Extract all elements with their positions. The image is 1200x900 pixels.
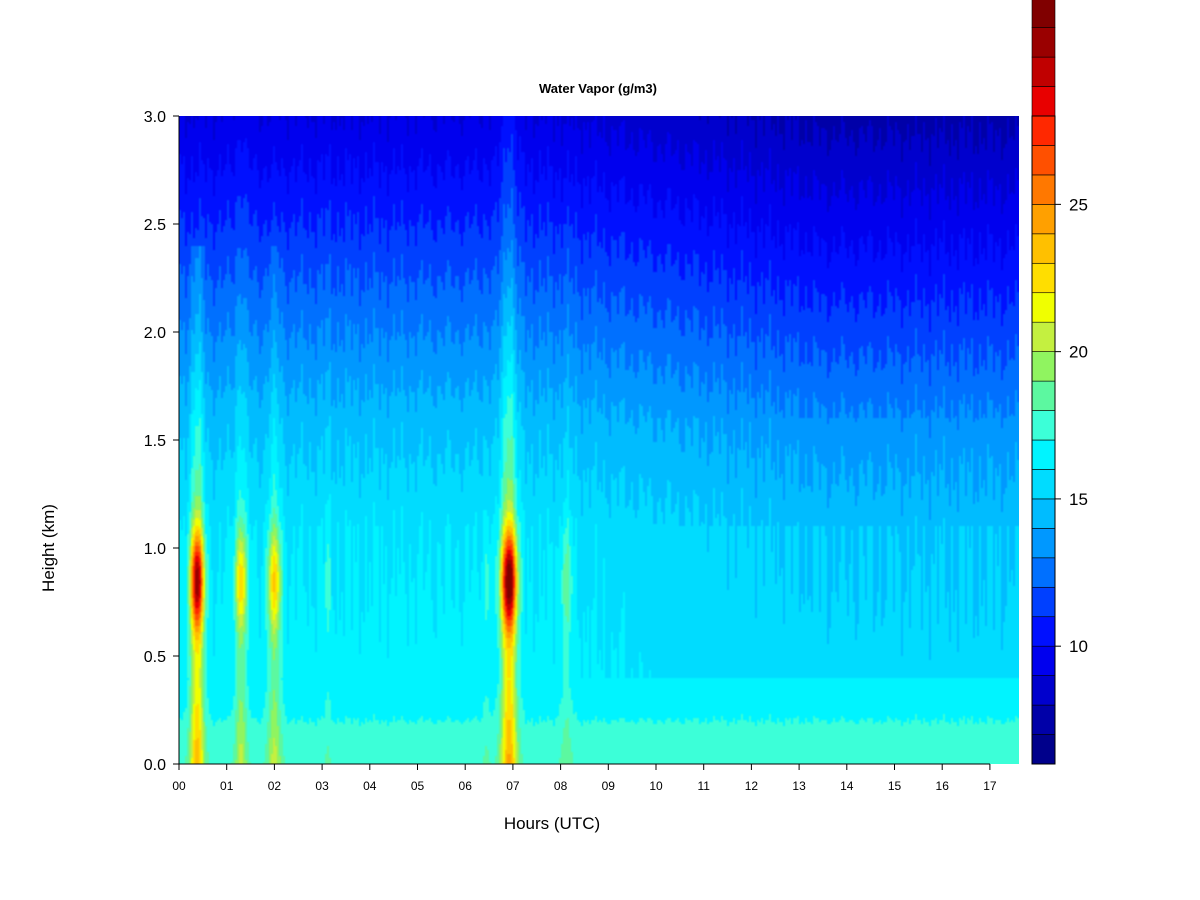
colorbar-segment — [1031, 0, 1056, 28]
x-tick-label: 06 — [459, 779, 473, 793]
axes: 00 01 02 03 04 05 06 07 08 09 10 11 12 13 14 15 16 17 0.0 0… — [144, 109, 997, 793]
colorbar-segment — [1031, 469, 1056, 500]
colorbar-segment — [1031, 675, 1056, 706]
x-tick-label: 05 — [411, 779, 425, 793]
x-tick-label: 17 — [983, 779, 997, 793]
y-tick-label: 3.0 — [144, 109, 166, 126]
colorbar-segment — [1031, 528, 1056, 559]
colorbar-segment — [1031, 410, 1056, 441]
chart-title: Water Vapor (g/m3) — [539, 81, 657, 96]
colorbar-segment — [1031, 27, 1056, 58]
x-tick-label: 09 — [602, 779, 616, 793]
colorbar-segment — [1031, 174, 1056, 205]
colorbar-segment — [1031, 351, 1056, 382]
water-vapor-heatmap — [179, 116, 1019, 764]
y-tick-label: 0.5 — [144, 649, 166, 666]
colorbar-segment — [1031, 321, 1056, 352]
heatmap-plot-area — [179, 116, 1019, 764]
x-tick-label: 11 — [697, 779, 710, 793]
x-tick-label: 10 — [649, 779, 663, 793]
colorbar-frame — [1031, 115, 1056, 765]
x-axis-label: Hours (UTC) — [504, 814, 600, 833]
colorbar-segment — [1031, 586, 1056, 618]
colorbar-segment — [1031, 616, 1056, 647]
y-tick-label: 0.0 — [144, 757, 166, 774]
x-tick-label: 14 — [840, 779, 854, 793]
y-tick-label: 2.0 — [144, 325, 166, 342]
colorbar-tick-label: 20 — [1069, 343, 1088, 362]
colorbar-segment — [1031, 204, 1056, 235]
colorbar-segment — [1031, 380, 1056, 411]
x-tick-label: 04 — [363, 779, 377, 793]
y-tick-label: 2.5 — [144, 217, 166, 234]
colorbar-segment — [1031, 292, 1056, 323]
colorbar-segment — [1031, 86, 1056, 117]
colorbar-segment — [1031, 557, 1056, 588]
colorbar-segment — [1031, 233, 1056, 264]
x-tick-label: 16 — [936, 779, 950, 793]
colorbar-segment — [1031, 145, 1056, 176]
x-tick-label: 12 — [745, 779, 759, 793]
colorbar-segment — [1031, 115, 1056, 146]
y-tick-label: 1.5 — [144, 433, 166, 450]
colorbar-segment — [1031, 262, 1056, 294]
x-tick-label: 02 — [268, 779, 282, 793]
colorbar: 10 15 20 25 — [1031, 0, 1088, 765]
x-tick-label: 08 — [554, 779, 568, 793]
colorbar-tick-label: 10 — [1069, 637, 1088, 656]
x-tick-label: 13 — [792, 779, 806, 793]
x-tick-label: 00 — [172, 779, 186, 793]
colorbar-segment — [1031, 56, 1056, 87]
x-tick-label: 15 — [888, 779, 902, 793]
y-tick-label: 1.0 — [144, 541, 166, 558]
colorbar-tick-label: 25 — [1069, 195, 1088, 214]
colorbar-segment — [1031, 645, 1056, 676]
colorbar-segment — [1031, 704, 1056, 735]
y-axis-label: Height (km) — [39, 504, 58, 592]
colorbar-tick-label: 15 — [1069, 490, 1088, 509]
x-tick-label: 03 — [315, 779, 329, 793]
x-tick-label: 07 — [506, 779, 520, 793]
x-tick-label: 01 — [220, 779, 234, 793]
colorbar-segment — [1031, 439, 1056, 470]
colorbar-segment — [1031, 498, 1056, 529]
colorbar-segment — [1031, 734, 1056, 765]
